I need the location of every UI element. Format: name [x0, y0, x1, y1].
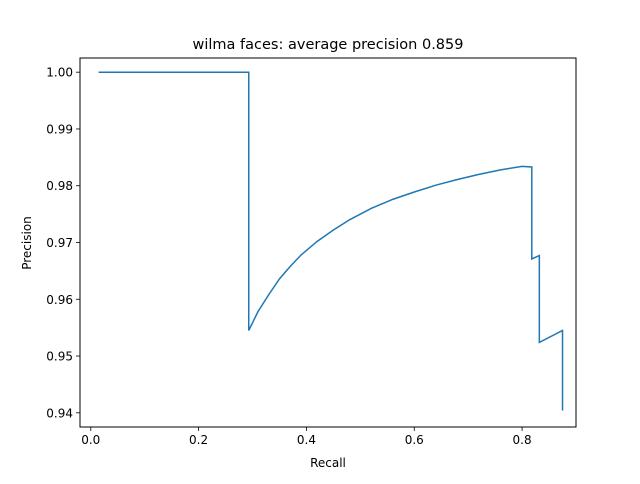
x-tick-label: 0.6 — [405, 433, 424, 447]
x-tick-label: 0.4 — [297, 433, 316, 447]
x-axis-ticks: 0.0 0.2 0.4 0.6 0.8 — [81, 427, 532, 447]
y-tick-label: 0.95 — [46, 350, 73, 364]
y-tick-label: 1.00 — [46, 66, 73, 80]
x-tick-label: 0.0 — [81, 433, 100, 447]
y-tick-label: 0.94 — [46, 406, 73, 420]
y-axis-ticks: 0.94 0.95 0.96 0.97 0.98 0.99 1.00 — [46, 66, 80, 420]
x-axis-label: Recall — [310, 456, 346, 470]
precision-recall-line — [98, 71, 564, 411]
plot-series — [98, 71, 564, 411]
y-tick-label: 0.98 — [46, 179, 73, 193]
y-tick-label: 0.97 — [46, 236, 73, 250]
x-tick-label: 0.8 — [513, 433, 532, 447]
y-axis-label: Precision — [20, 216, 34, 270]
y-tick-label: 0.96 — [46, 293, 73, 307]
y-tick-label: 0.99 — [46, 122, 73, 136]
chart-title: wilma faces: average precision 0.859 — [193, 37, 464, 53]
x-tick-label: 0.2 — [189, 433, 208, 447]
